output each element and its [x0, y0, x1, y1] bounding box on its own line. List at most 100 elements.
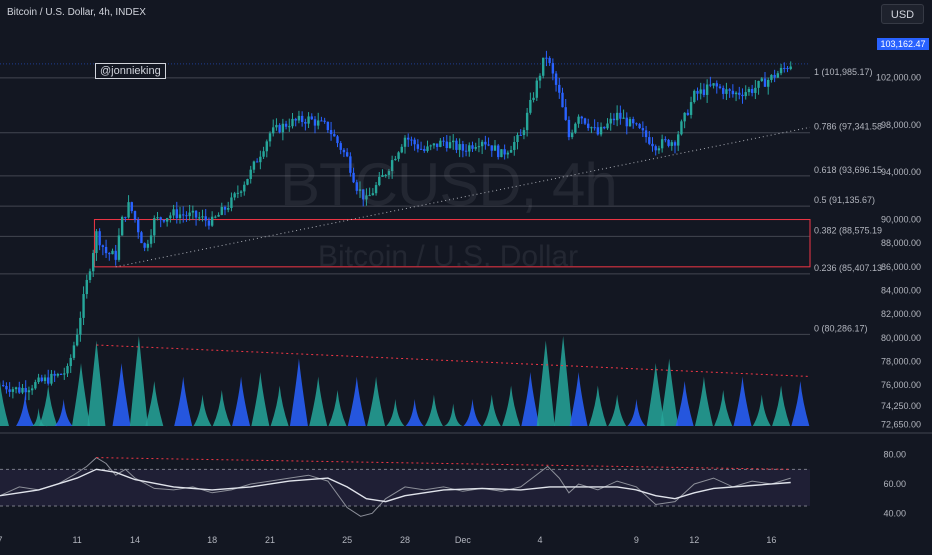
- candle-body: [85, 279, 88, 295]
- candle-body: [255, 161, 259, 163]
- volume-peak: [646, 363, 665, 426]
- candle-body: [606, 123, 609, 129]
- candle-body: [779, 67, 783, 74]
- candle-body: [133, 211, 137, 220]
- currency-button[interactable]: USD: [881, 4, 924, 24]
- candle-body: [8, 389, 11, 392]
- volume-peak: [502, 385, 521, 426]
- price-tick-label: 76,000.00: [881, 380, 921, 390]
- candle-body: [27, 390, 31, 393]
- candle-body: [603, 126, 606, 129]
- volume-peak: [554, 336, 573, 426]
- candle-body: [744, 92, 747, 97]
- rsi-panel: [0, 456, 810, 517]
- candle-body: [140, 232, 143, 244]
- candle-body: [368, 195, 371, 197]
- candle-body: [426, 146, 429, 152]
- volume-peak: [87, 340, 106, 426]
- volume-peak: [309, 376, 328, 426]
- candle-body: [5, 385, 8, 390]
- candle-body: [574, 123, 577, 133]
- candle-body: [452, 140, 455, 143]
- candle-body: [760, 78, 763, 81]
- candle-body: [34, 382, 37, 389]
- candle-body: [741, 94, 744, 97]
- candle-body: [657, 148, 661, 151]
- time-tick-label: 16: [766, 535, 776, 545]
- candle-body: [477, 146, 481, 148]
- candle-body: [159, 217, 162, 220]
- candle-body: [333, 134, 336, 137]
- candle-body: [522, 130, 526, 136]
- candle-body: [397, 152, 400, 159]
- candle-body: [725, 89, 728, 94]
- candle-body: [233, 193, 236, 198]
- candle-body: [317, 120, 320, 126]
- candle-body: [754, 87, 757, 93]
- candle-body: [153, 218, 156, 236]
- candle-body: [677, 134, 680, 146]
- rsi-tick-label: 80.00: [883, 450, 906, 460]
- candle-body: [108, 253, 111, 255]
- candle-body: [172, 209, 175, 216]
- candle-body: [509, 149, 513, 153]
- time-tick-label: 25: [342, 535, 352, 545]
- candle-body: [149, 235, 153, 244]
- volume-peak: [660, 358, 679, 426]
- time-tick-label: 7: [0, 535, 3, 545]
- rsi-band: [0, 469, 810, 506]
- candle-body: [423, 149, 426, 152]
- candle-body: [644, 130, 648, 138]
- volume-peak: [54, 399, 73, 426]
- volume-peak: [675, 381, 694, 426]
- candle-body: [223, 206, 227, 210]
- volume-peak: [39, 385, 58, 426]
- candle-body: [480, 141, 484, 147]
- candle-body: [50, 373, 53, 384]
- candle-body: [43, 377, 47, 382]
- volume-peak: [16, 394, 35, 426]
- candle-body: [2, 385, 5, 387]
- candle-body: [750, 88, 754, 93]
- candle-body: [72, 345, 76, 358]
- candle-body: [342, 149, 346, 153]
- fib-level-label: 0.618 (93,696.15: [814, 165, 882, 175]
- volume-peak: [289, 358, 308, 426]
- candle-body: [268, 133, 272, 142]
- volume-peak: [791, 381, 810, 426]
- candle-body: [699, 89, 702, 94]
- symbol-watermark: BTCUSD, 4h: [280, 151, 618, 218]
- candle-body: [281, 123, 285, 133]
- time-tick-label: 4: [537, 535, 542, 545]
- volume-peak: [627, 399, 646, 426]
- candle-body: [570, 132, 574, 138]
- candle-body: [294, 118, 297, 121]
- candle-body: [143, 243, 146, 248]
- candle-body: [201, 216, 204, 218]
- candle-body: [304, 121, 307, 124]
- candle-body: [493, 145, 497, 151]
- candle-body: [776, 73, 780, 78]
- candle-body: [532, 97, 535, 100]
- rsi-divergence-line: [96, 457, 791, 470]
- axes: 102,000.00 98,000.00 94,000.00 90,000.00 88,…: [0, 73, 932, 545]
- candle-body: [40, 377, 43, 382]
- candle-body: [596, 127, 600, 135]
- candle-body: [545, 57, 548, 59]
- time-tick-label: 14: [130, 535, 140, 545]
- candle-body: [519, 134, 522, 136]
- candle-body: [137, 219, 140, 233]
- fib-level-label: 0.786 (97,341.58: [814, 122, 882, 132]
- price-tick-label: 72,650.00: [881, 420, 921, 430]
- candle-body: [310, 116, 313, 120]
- candle-body: [497, 145, 500, 158]
- volume-peak: [129, 336, 148, 426]
- candle-body: [535, 80, 538, 98]
- candle-body: [783, 67, 786, 69]
- volume-peak: [405, 399, 424, 426]
- candle-body: [175, 209, 178, 219]
- candle-body: [615, 112, 619, 121]
- candle-body: [625, 117, 628, 127]
- candle-body: [75, 334, 79, 346]
